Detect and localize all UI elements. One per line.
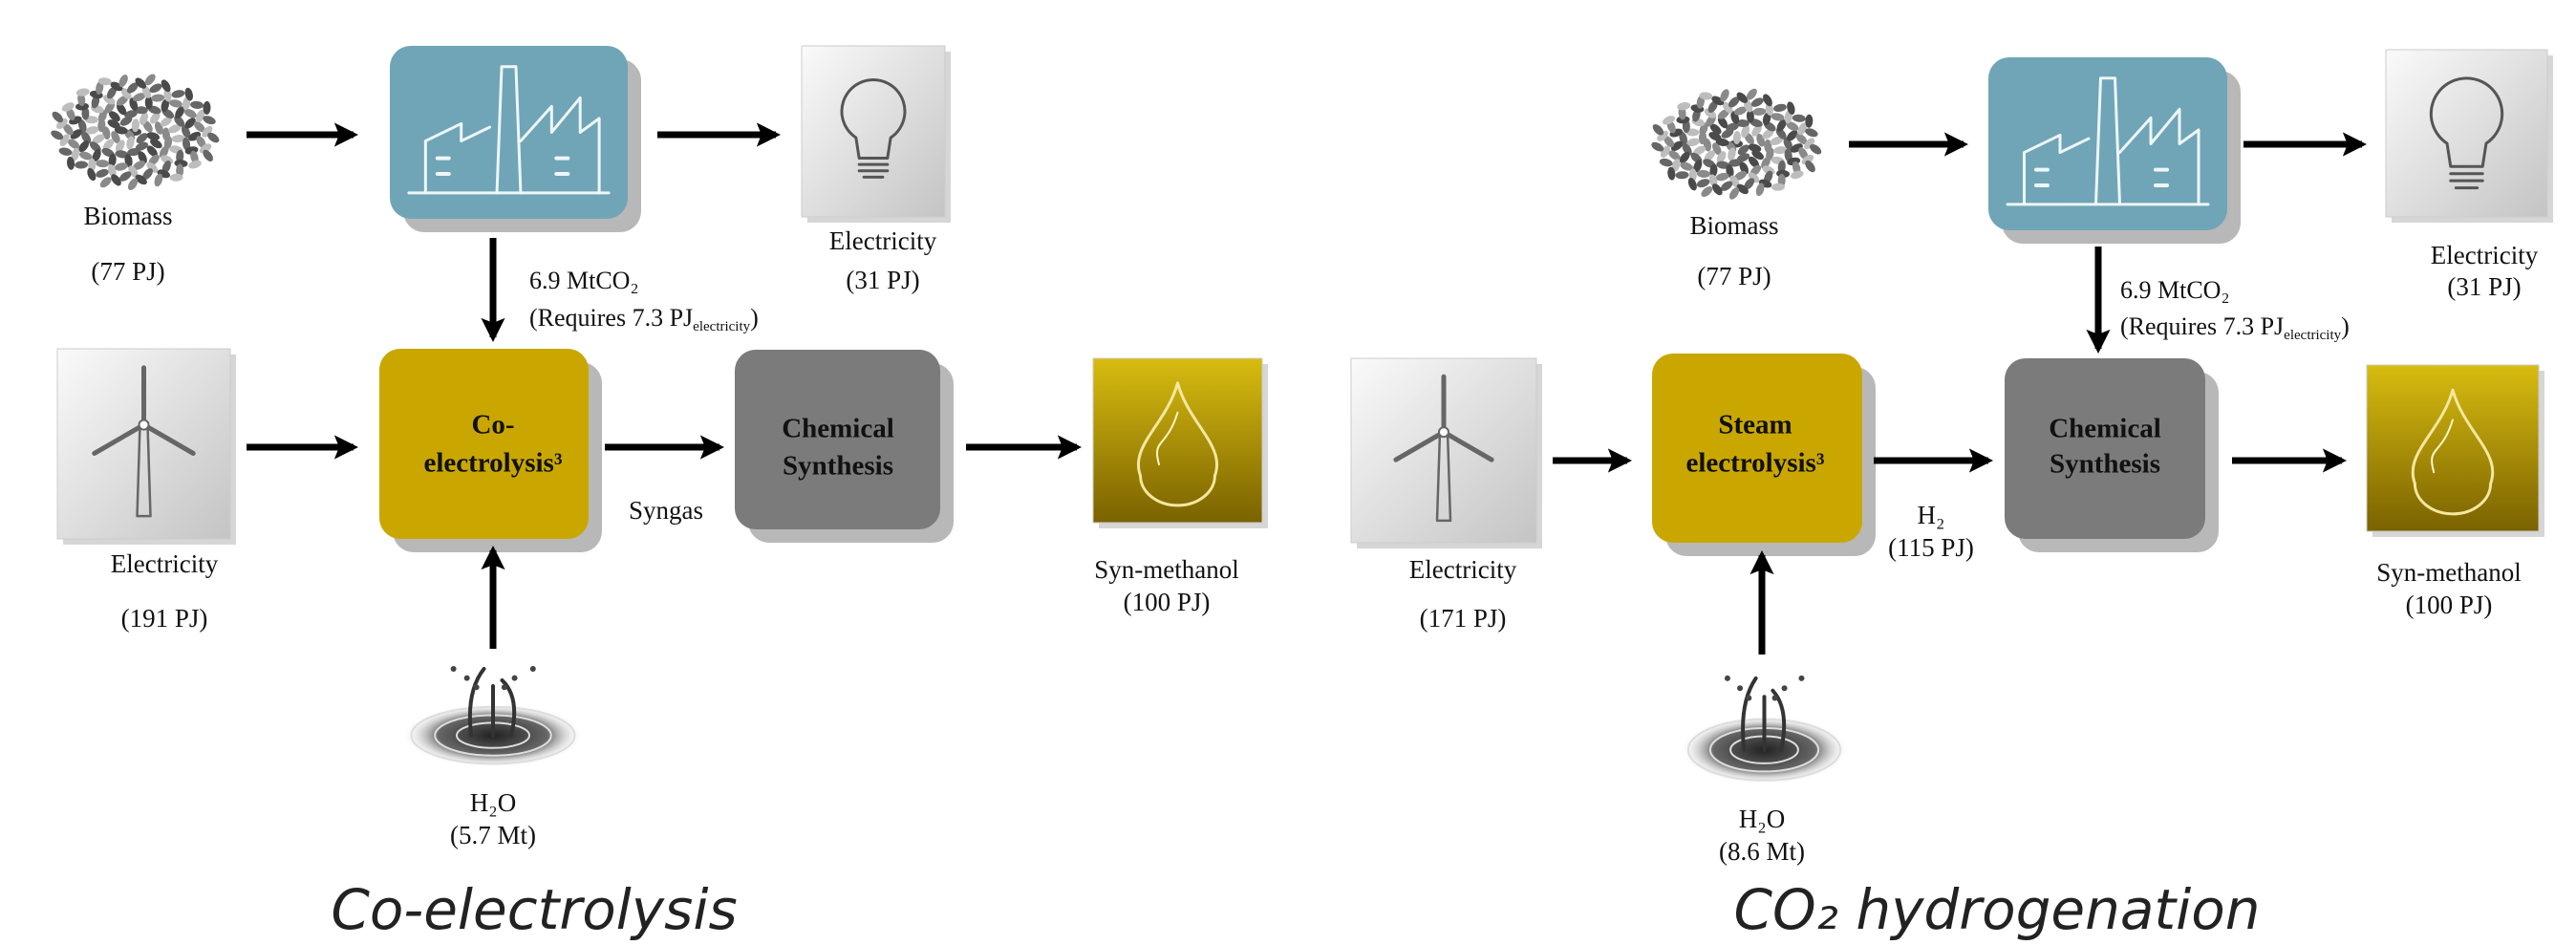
requirement-close: )	[750, 304, 759, 332]
requirement-sub: electricity	[2284, 328, 2341, 343]
intermediate-label: H₂	[1918, 501, 1945, 529]
product-label: Syn-methanol	[1094, 555, 1238, 584]
co2-amount: 6.9 MtCO₂	[529, 267, 639, 294]
pellet	[1675, 171, 1688, 180]
power-amount: (171 PJ)	[1420, 604, 1507, 633]
product-amount: (100 PJ)	[1124, 588, 1211, 616]
droplet	[1737, 685, 1743, 691]
panel-caption: Co-electrolysis	[331, 877, 737, 942]
diagram: Biomass (77 PJ) Electricity (31 PJ) 6.9 MtCO…	[0, 0, 2576, 945]
pellet	[1686, 177, 1699, 192]
co2-requirement: (Requires 7.3 PJelectricity)	[2120, 312, 2350, 343]
droplet	[1725, 676, 1730, 681]
electricity-label: Electricity	[2431, 241, 2539, 269]
electrolysis-box	[379, 349, 589, 539]
electrolysis-label: electrolysis³	[1685, 448, 1824, 479]
droplet	[474, 684, 480, 690]
water-label: H₂O	[1739, 805, 1785, 833]
droplet	[464, 676, 470, 681]
biomass-icon	[50, 72, 222, 191]
product-amount: (100 PJ)	[2406, 591, 2493, 619]
water-amount: (5.7 Mt)	[450, 821, 536, 849]
droplet	[451, 666, 457, 672]
pellet	[58, 146, 73, 157]
droplet	[1772, 696, 1778, 701]
electrolysis-label: Steam	[1718, 410, 1792, 440]
droplet	[502, 684, 507, 690]
pellet	[151, 94, 165, 102]
power-amount: (191 PJ)	[121, 604, 208, 633]
biomass-icon	[1650, 87, 1823, 202]
biomass-label: Biomass	[1689, 211, 1778, 240]
droplet	[530, 666, 536, 672]
biomass-amount: (77 PJ)	[1697, 262, 1771, 290]
droplet	[1782, 685, 1788, 691]
pellet	[190, 100, 204, 109]
water-amount: (8.6 Mt)	[1719, 837, 1805, 866]
droplet	[1746, 696, 1751, 701]
co2-amount: 6.9 MtCO₂	[2120, 276, 2230, 304]
hub	[140, 420, 149, 430]
pellet	[1772, 103, 1787, 114]
intermediate-amount: (115 PJ)	[1888, 533, 1974, 562]
pellet	[1752, 107, 1767, 116]
droplet	[512, 676, 518, 681]
electricity-amount: (31 PJ)	[2447, 272, 2521, 301]
synthesis-label: Chemical	[782, 414, 894, 444]
electricity-amount: (31 PJ)	[846, 266, 919, 294]
co2-requirement: (Requires 7.3 PJelectricity)	[529, 304, 759, 334]
biomass-label: Biomass	[83, 202, 172, 230]
synthesis-label: Synthesis	[783, 451, 893, 482]
biomass-amount: (77 PJ)	[91, 257, 164, 286]
intermediate-label: Syngas	[629, 496, 703, 525]
bulb-card	[2386, 50, 2547, 217]
pellet	[86, 167, 98, 183]
pellet	[75, 161, 88, 169]
synthesis-label: Synthesis	[2050, 449, 2160, 480]
synthesis-label: Chemical	[2049, 414, 2161, 444]
requirement-text: (Requires 7.3 PJ	[529, 304, 693, 332]
requirement-sub: electricity	[693, 319, 750, 334]
pellet	[1659, 158, 1673, 168]
pellet	[171, 89, 185, 99]
pellet	[96, 160, 109, 168]
electricity-label: Electricity	[829, 226, 937, 255]
pellet	[1792, 114, 1806, 122]
electrolysis-label: Co-	[471, 410, 514, 440]
electrolysis-label: electrolysis³	[423, 448, 562, 479]
product-label: Syn-methanol	[2376, 558, 2521, 587]
power-label: Electricity	[111, 549, 219, 578]
page: Biomass (77 PJ) Electricity (31 PJ) 6.9 MtCO…	[0, 0, 2576, 945]
requirement-text: (Requires 7.3 PJ	[2120, 312, 2284, 340]
panel-caption: CO₂ hydrogenation	[1734, 877, 2261, 942]
water-label: H₂O	[470, 788, 516, 817]
bulb-card	[802, 46, 945, 217]
requirement-close: )	[2341, 312, 2350, 340]
droplet	[1798, 676, 1804, 681]
pellet	[75, 87, 90, 97]
power-label: Electricity	[1409, 555, 1517, 584]
hub	[1439, 427, 1449, 437]
